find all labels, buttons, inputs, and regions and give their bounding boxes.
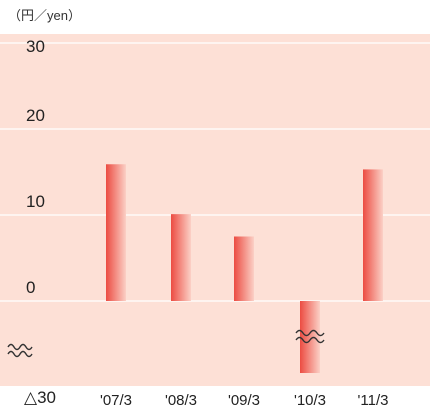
bar-break-mark: [295, 329, 325, 344]
x-axis-ticks: '07/3 '08/3 '09/3 '10/3 '11/3: [100, 392, 389, 409]
bar: [363, 169, 383, 301]
axis-break-marks: [7, 329, 325, 358]
y-tick-label: 20: [26, 106, 45, 125]
gridlines: [0, 42, 430, 302]
plot-background: [0, 34, 430, 386]
axis-break-mark: [7, 343, 33, 358]
y-tick-label: 0: [26, 278, 35, 297]
x-tick-label: '08/3: [165, 392, 197, 409]
bar: [106, 164, 126, 301]
bar: [234, 236, 254, 301]
x-tick-label: '09/3: [228, 392, 260, 409]
bar: [171, 214, 191, 301]
y-tick-label: 30: [26, 37, 45, 56]
x-tick-label: '11/3: [358, 392, 389, 409]
x-tick-label: '10/3: [294, 392, 326, 409]
y-axis-ticks: 30 20 10 0 △30: [24, 37, 56, 407]
y-tick-label: △30: [24, 388, 56, 407]
y-tick-label: 10: [26, 192, 45, 211]
x-tick-label: '07/3: [100, 392, 132, 409]
bar: [300, 301, 320, 373]
bars: [106, 164, 383, 373]
unit-label: （円／yen）: [8, 8, 81, 23]
